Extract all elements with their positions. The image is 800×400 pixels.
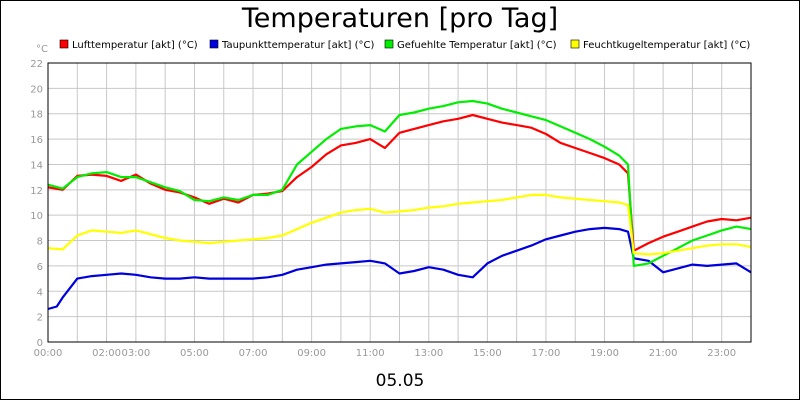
x-tick-label: 13:00 xyxy=(414,348,443,359)
y-tick-label: 22 xyxy=(30,59,43,70)
x-tick-label: 19:00 xyxy=(590,348,619,359)
x-tick-label: 23:00 xyxy=(707,348,736,359)
x-tick-label: 11:00 xyxy=(356,348,385,359)
x-tick-label: 03:00 xyxy=(121,348,150,359)
series-lines xyxy=(47,99,752,311)
y-tick-label: 2 xyxy=(37,313,43,324)
plot-border xyxy=(47,62,752,343)
x-tick-label: 02:00 xyxy=(92,348,121,359)
x-tick-label: 21:00 xyxy=(649,348,678,359)
legend-swatch xyxy=(384,39,394,49)
x-tick-label: 00:00 xyxy=(34,348,63,359)
legend-label: Lufttemperatur [akt] (°C) xyxy=(72,40,198,51)
x-tick-label: 15:00 xyxy=(473,348,502,359)
legend-label: Feuchtkugeltemperatur [akt] (°C) xyxy=(583,40,750,51)
y-axis-unit-label: °C xyxy=(36,44,48,55)
grid xyxy=(47,62,752,343)
legend-label: Gefuehlte Temperatur [akt] (°C) xyxy=(397,40,557,51)
legend-swatch xyxy=(209,39,219,49)
x-tick-label: 09:00 xyxy=(297,348,326,359)
y-tick-label: 14 xyxy=(30,160,43,171)
y-tick-label: 0 xyxy=(37,338,43,349)
y-axis-ticks: 0 2 4 6 8 10 12 14 16 18 20 22 xyxy=(30,59,43,349)
y-tick-label: 16 xyxy=(30,135,43,146)
y-tick-label: 6 xyxy=(37,262,43,273)
legend: Lufttemperatur [akt] (°C) Taupunkttempera… xyxy=(59,39,750,51)
y-tick-label: 4 xyxy=(37,287,43,298)
x-axis-label: 05.05 xyxy=(376,371,425,391)
y-tick-label: 8 xyxy=(37,237,43,248)
y-tick-label: 20 xyxy=(30,84,43,95)
chart-title: Temperaturen [pro Tag] xyxy=(241,3,558,34)
y-tick-label: 18 xyxy=(30,110,43,121)
x-tick-label: 07:00 xyxy=(239,348,268,359)
y-tick-label: 12 xyxy=(30,186,43,197)
x-tick-label: 17:00 xyxy=(532,348,561,359)
legend-label: Taupunkttemperatur [akt] (°C) xyxy=(221,40,374,51)
x-tick-label: 05:00 xyxy=(180,348,209,359)
y-tick-label: 10 xyxy=(30,211,43,222)
legend-swatch xyxy=(59,39,69,49)
series-line xyxy=(47,193,752,256)
legend-swatch xyxy=(570,39,580,49)
x-axis-ticks: 00:00 02:00 03:00 05:00 07:00 09:00 11:00 13:00… xyxy=(34,348,737,359)
